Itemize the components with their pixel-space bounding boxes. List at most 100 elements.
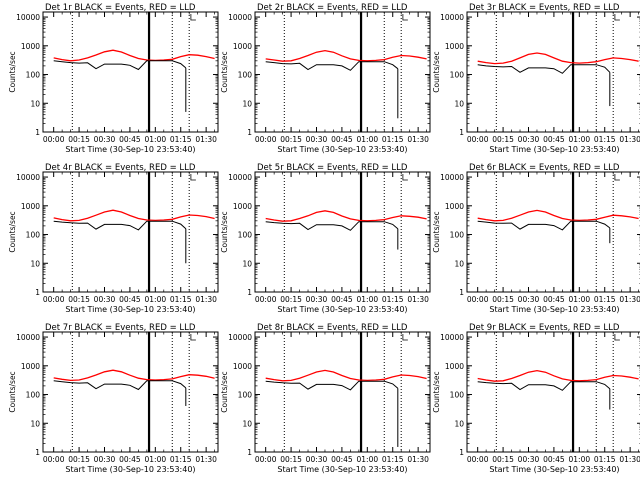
- x-tick-label: 01:30: [619, 295, 640, 304]
- detector-panel-9: Det 9r BLACK = Events, RED = LLD 1 10 100 10…: [432, 323, 640, 474]
- y-tick-label: 10000: [440, 13, 464, 22]
- plot-frame: [42, 11, 219, 133]
- y-tick-label: 10000: [228, 173, 252, 182]
- series-line-events: [265, 61, 399, 71]
- series-line-events: [265, 221, 399, 231]
- x-tick-label: 00:30: [306, 135, 328, 144]
- y-tick-label: 1: [35, 288, 40, 297]
- y-axis-label: Counts/sec: [432, 371, 441, 412]
- x-tick-label: 00:30: [94, 295, 116, 304]
- x-tick-label: 01:00: [145, 295, 167, 304]
- x-tick-label: 01:30: [407, 135, 429, 144]
- x-tick-label: 00:45: [543, 295, 565, 304]
- series-line-lld: [477, 209, 639, 222]
- x-tick-label: 00:30: [306, 455, 328, 464]
- panel-title: Det 1r BLACK = Events, RED = LLD: [45, 3, 196, 13]
- y-tick-label: 1: [459, 288, 464, 297]
- x-tick-label: 00:15: [280, 135, 302, 144]
- x-tick-label: 00:15: [492, 455, 514, 464]
- y-tick-label: 1000: [233, 202, 252, 211]
- y-tick-label: 100: [26, 391, 41, 400]
- x-tick-label: 00:00: [43, 295, 65, 304]
- plot-frame: [466, 171, 640, 293]
- x-axis-label: Start Time (30-Sep-10 23:53:40): [489, 465, 619, 474]
- x-tick-label: 00:45: [543, 135, 565, 144]
- bracket-mark: [614, 14, 620, 21]
- y-tick-label: 1: [459, 448, 464, 457]
- y-tick-label: 10000: [16, 173, 40, 182]
- series-line-events: [53, 220, 187, 231]
- y-tick-label: 1000: [21, 362, 40, 371]
- plot-frame: [466, 11, 640, 133]
- y-tick-label: 10000: [228, 333, 252, 342]
- x-tick-label: 01:15: [382, 135, 404, 144]
- x-tick-label: 00:15: [492, 295, 514, 304]
- panel-title: Det 8r BLACK = Events, RED = LLD: [257, 323, 408, 333]
- panel-title: Det 7r BLACK = Events, RED = LLD: [45, 323, 196, 333]
- bracket-mark: [402, 334, 408, 341]
- y-tick-label: 10: [30, 259, 40, 268]
- x-tick-label: 00:45: [119, 455, 141, 464]
- detector-panel-4: Det 4r BLACK = Events, RED = LLD 1 10 100 10…: [8, 163, 219, 314]
- detector-panel-1: Det 1r BLACK = Events, RED = LLD 1 10 100 10…: [8, 3, 219, 154]
- bracket-mark: [190, 174, 196, 181]
- x-tick-label: 01:00: [357, 455, 379, 464]
- x-tick-label: 01:30: [195, 295, 217, 304]
- detector-panel-8: Det 8r BLACK = Events, RED = LLD 1 10 100 10…: [220, 323, 431, 474]
- x-tick-label: 01:15: [594, 455, 616, 464]
- series-line-lld: [265, 210, 427, 222]
- y-tick-label: 10000: [228, 13, 252, 22]
- series-line-events: [53, 60, 187, 71]
- series-line-lld: [477, 52, 639, 65]
- detector-panel-2: Det 2r BLACK = Events, RED = LLD 1 10 100 10…: [220, 3, 431, 154]
- x-tick-label: 00:15: [68, 455, 90, 464]
- x-axis-label: Start Time (30-Sep-10 23:53:40): [65, 305, 195, 314]
- y-tick-label: 100: [238, 71, 253, 80]
- x-tick-label: 00:30: [306, 295, 328, 304]
- y-axis-label: Counts/sec: [8, 211, 17, 252]
- y-tick-label: 10000: [16, 333, 40, 342]
- y-tick-label: 10000: [440, 173, 464, 182]
- panel-title: Det 3r BLACK = Events, RED = LLD: [469, 3, 620, 13]
- series-line-events: [477, 381, 611, 391]
- plot-frame: [254, 171, 431, 293]
- plot-frame: [254, 331, 431, 453]
- bracket-mark: [614, 174, 620, 181]
- series-line-lld: [53, 209, 215, 222]
- x-tick-label: 00:00: [43, 135, 65, 144]
- y-tick-label: 1000: [21, 42, 40, 51]
- x-tick-label: 01:15: [170, 295, 192, 304]
- y-tick-label: 100: [238, 391, 253, 400]
- x-axis-label: Start Time (30-Sep-10 23:53:40): [65, 465, 195, 474]
- detector-panel-6: Det 6r BLACK = Events, RED = LLD 1 10 100 10…: [432, 163, 640, 314]
- x-tick-label: 01:15: [170, 135, 192, 144]
- y-tick-label: 10: [242, 259, 252, 268]
- y-tick-label: 100: [450, 231, 465, 240]
- y-axis-label: Counts/sec: [220, 51, 229, 92]
- x-tick-label: 00:15: [68, 135, 90, 144]
- y-tick-label: 100: [26, 71, 41, 80]
- x-axis-label: Start Time (30-Sep-10 23:53:40): [65, 145, 195, 154]
- x-axis-label: Start Time (30-Sep-10 23:53:40): [489, 305, 619, 314]
- x-tick-label: 01:30: [407, 455, 429, 464]
- detector-panel-7: Det 7r BLACK = Events, RED = LLD 1 10 100 10…: [8, 323, 219, 474]
- x-tick-label: 00:15: [492, 135, 514, 144]
- y-tick-label: 1: [247, 288, 252, 297]
- x-tick-label: 01:00: [569, 135, 591, 144]
- x-tick-label: 00:45: [331, 135, 353, 144]
- x-tick-label: 00:30: [94, 135, 116, 144]
- x-tick-label: 00:45: [543, 455, 565, 464]
- x-tick-label: 00:30: [518, 455, 540, 464]
- x-tick-label: 01:15: [594, 135, 616, 144]
- y-tick-label: 100: [450, 71, 465, 80]
- x-tick-label: 00:45: [119, 295, 141, 304]
- x-tick-label: 00:45: [119, 135, 141, 144]
- x-tick-label: 01:00: [569, 295, 591, 304]
- x-tick-label: 00:00: [467, 135, 489, 144]
- series-line-events: [477, 220, 611, 231]
- y-tick-label: 1: [35, 128, 40, 137]
- y-tick-label: 1: [35, 448, 40, 457]
- plot-frame: [254, 11, 431, 133]
- x-axis-label: Start Time (30-Sep-10 23:53:40): [277, 145, 407, 154]
- y-tick-label: 1000: [445, 362, 464, 371]
